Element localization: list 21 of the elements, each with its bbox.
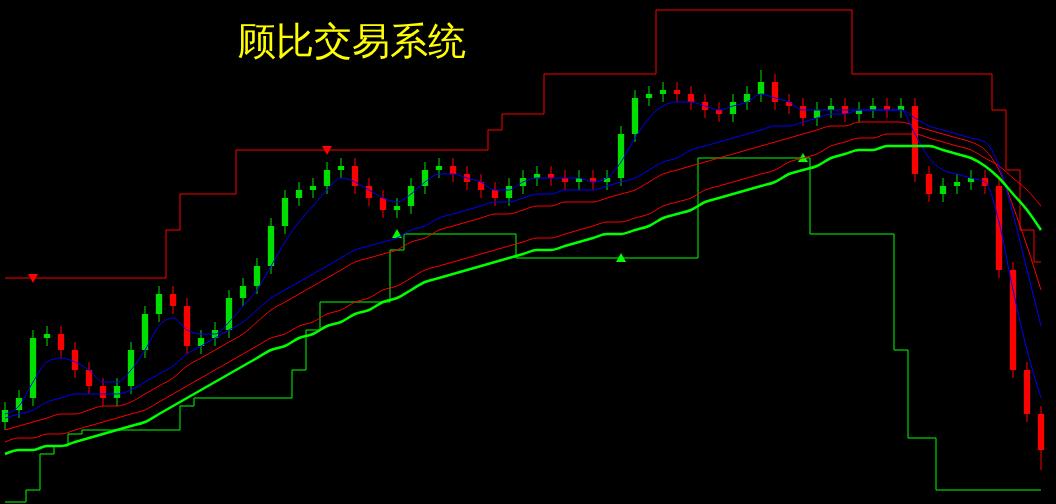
candlestick [309,177,317,199]
candlestick [393,197,401,219]
candlestick [925,165,933,203]
candlestick [323,161,331,195]
candlestick [155,285,163,323]
candlestick [435,157,443,179]
candlestick [953,173,961,195]
candlestick [337,157,345,179]
candlestick [239,277,247,307]
candlestick [253,257,261,295]
candlestick [57,325,65,359]
candlestick [939,177,947,203]
candlestick [85,361,93,395]
candlestick [169,285,177,315]
candlestick [673,81,681,103]
candlestick [645,85,653,107]
candlestick [295,181,303,207]
chart-title: 顾比交易系统 [238,19,466,63]
candlestick [757,69,765,103]
candlestick [659,81,667,103]
candlestick [43,325,51,347]
